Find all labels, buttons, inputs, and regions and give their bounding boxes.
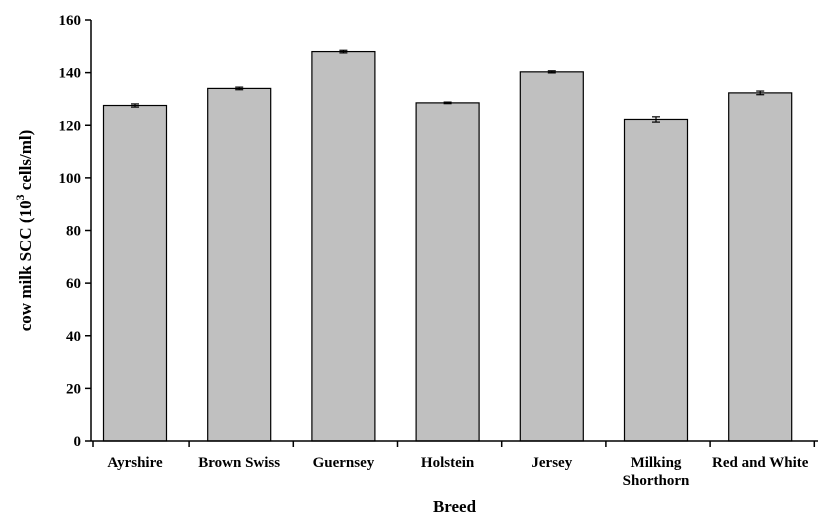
x-tick-label: Ayrshire <box>107 455 163 471</box>
x-tick-label: Holstein <box>421 455 475 471</box>
bars-group <box>102 50 793 442</box>
bar <box>102 104 168 442</box>
x-ticks-group: Ayrshire Brown Swiss Guernsey Holstein Jerse… <box>92 441 816 489</box>
bar <box>207 87 272 442</box>
y-axis-title-superscript: 3 <box>13 194 27 200</box>
bar <box>415 102 480 442</box>
y-tick-label: 80 <box>66 224 81 240</box>
y-tick-label: 40 <box>66 329 81 345</box>
bar <box>623 118 689 442</box>
y-ticks-group: 0 20 40 60 80 100 120 140 160 <box>59 13 91 450</box>
y-tick-label: 0 <box>74 434 82 450</box>
x-tick-label: Shorthorn <box>623 473 690 489</box>
x-tick-label: Guernsey <box>313 455 375 471</box>
bar <box>519 71 584 442</box>
error-bars-group <box>131 49 765 123</box>
x-tick-label: Brown Swiss <box>198 455 280 471</box>
bar <box>311 50 376 442</box>
x-tick-label: Jersey <box>531 455 572 471</box>
y-tick-label: 140 <box>59 66 82 82</box>
y-axis-title-prefix: cow milk SCC (10 <box>16 200 35 331</box>
x-tick-label: Milking <box>631 455 682 471</box>
y-tick-label: 100 <box>59 171 82 187</box>
y-tick-label: 120 <box>59 118 82 134</box>
bar <box>728 92 793 442</box>
y-axis-title-suffix: cells/ml) <box>16 130 35 195</box>
y-tick-label: 20 <box>66 381 81 397</box>
y-tick-label: 160 <box>59 13 82 29</box>
x-tick-label: Red and White <box>712 455 809 471</box>
x-axis-title: Breed <box>433 497 477 516</box>
y-axis-title: cow milk SCC (103 cells/ml) <box>13 130 35 331</box>
y-tick-label: 60 <box>66 276 81 292</box>
